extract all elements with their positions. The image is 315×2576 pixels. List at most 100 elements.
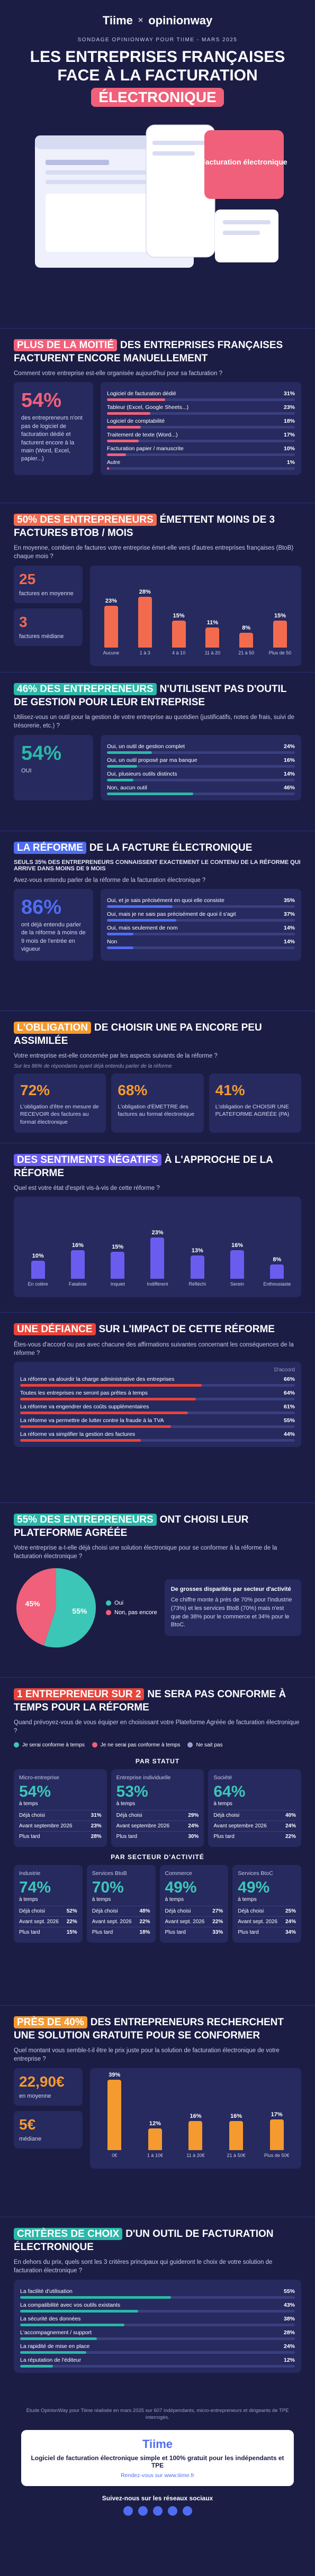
item-row: Non 14% bbox=[107, 939, 295, 945]
header: Tiime × opinionway SONDAGE OPINIONWAY PO… bbox=[0, 0, 315, 328]
row-label: Avant sept. 2026 bbox=[238, 1918, 278, 1925]
bar bbox=[190, 1255, 204, 1279]
bar bbox=[20, 2337, 97, 2340]
row-label: Avant sept. 2026 bbox=[19, 1918, 59, 1925]
column: 8% 21 à 50 bbox=[232, 625, 260, 661]
content: 22,90€ en moyenne 5€ médiane 39% 0€ 12% 1 à 10€… bbox=[14, 2068, 301, 2169]
social-icon[interactable] bbox=[123, 2506, 133, 2516]
card-stat: 70% bbox=[92, 1878, 124, 1896]
column: 23% Aucune bbox=[97, 598, 125, 661]
social-icon[interactable] bbox=[138, 2506, 148, 2516]
card-row: Plus tard 28% bbox=[19, 1831, 102, 1842]
bar-track bbox=[107, 792, 295, 795]
brand-logo: Tiime bbox=[102, 14, 133, 27]
legend-swatch bbox=[14, 1742, 19, 1748]
row-value: 24% bbox=[285, 1823, 296, 1829]
legend-label: Je ne serai pas conforme à temps bbox=[100, 1742, 181, 1748]
stats: 25 factures en moyenne 3 factures médiane bbox=[14, 565, 83, 666]
category-label: 4 à 10 bbox=[172, 650, 186, 656]
legend-item: Je ne serai pas conforme à temps bbox=[92, 1742, 181, 1748]
social-icons bbox=[21, 2506, 294, 2516]
card-name: Industrie bbox=[19, 1870, 41, 1877]
card-row: Déjà choisi 31% bbox=[19, 1809, 102, 1821]
bar bbox=[20, 2296, 172, 2299]
item-label: La réforme va alourdir la charge adminis… bbox=[20, 1376, 175, 1382]
social-icon[interactable] bbox=[152, 2506, 163, 2516]
invoice bbox=[215, 210, 278, 263]
item-row: Oui, un outil proposé par ma banque 16% bbox=[107, 757, 295, 763]
content: 55% 45% Oui Non, pas encore De grosses dispa… bbox=[14, 1565, 301, 1650]
category-label: Serein bbox=[230, 1281, 245, 1287]
heading-highlight: LA RÉFORME bbox=[14, 842, 86, 854]
card-row: Déjà choisi 52% bbox=[19, 1905, 77, 1916]
item-row: Oui, mais seulement de nom 14% bbox=[107, 925, 295, 931]
item-row: La rapidité de mise en place 24% bbox=[20, 2343, 295, 2350]
bar bbox=[31, 1261, 45, 1279]
stat-box: 3 factures médiane bbox=[14, 608, 83, 647]
row-value: 22% bbox=[66, 1918, 77, 1925]
stat-box: 54% des entrepreneurs n'ont pas de logici… bbox=[14, 382, 93, 476]
section: UNE DÉFIANCE SUR L'IMPACT DE CETTE RÉFORM… bbox=[0, 1312, 315, 1503]
group-title: PAR STATUT bbox=[135, 1757, 180, 1765]
row-value: 33% bbox=[212, 1929, 223, 1935]
social-icon[interactable] bbox=[182, 2506, 192, 2516]
item-label: La réforme va permettre de lutter contre… bbox=[20, 1417, 164, 1424]
item-row: Oui, et je sais précisément en quoi elle… bbox=[107, 897, 295, 904]
bar-track bbox=[107, 453, 295, 457]
item-label: Oui, plusieurs outils distincts bbox=[107, 770, 177, 777]
item-value: 18% bbox=[283, 418, 295, 425]
heading-highlight: DES SENTIMENTS NÉGATIFS bbox=[14, 1154, 161, 1166]
question: En dehors du prix, quels sont les 3 crit… bbox=[14, 2259, 273, 2274]
item-row: Tableur (Excel, Google Sheets...) 23% bbox=[107, 404, 295, 411]
item-value: 55% bbox=[283, 2288, 295, 2295]
heading-text: À L'APPROCHE DE LA RÉFORME bbox=[14, 1154, 273, 1179]
promo: Tiime Logiciel de facturation électroniq… bbox=[21, 2429, 294, 2486]
note-text: Ce chiffre monte à près de 70% pour l'in… bbox=[170, 1596, 292, 1628]
card-name: Entreprise individuelle bbox=[116, 1774, 171, 1781]
card-row: Avant sept. 2026 22% bbox=[19, 1916, 77, 1927]
link[interactable]: Rendez-vous sur www.tiime.fr bbox=[121, 2472, 194, 2479]
item-row: L'accompagnement / support 28% bbox=[20, 2329, 295, 2336]
card-stat: 49% bbox=[238, 1878, 270, 1896]
bar bbox=[20, 1397, 196, 1400]
card-row: Déjà choisi 29% bbox=[116, 1809, 199, 1821]
item-row: La réforme va alourdir la charge adminis… bbox=[20, 1376, 295, 1382]
bar-track bbox=[107, 467, 295, 470]
heading-text: D'UN OUTIL DE FACTURATION ÉLECTRONIQUE bbox=[14, 2228, 274, 2253]
row-label: Plus tard bbox=[92, 1929, 113, 1935]
bar bbox=[107, 792, 194, 795]
bar bbox=[20, 1425, 172, 1428]
social-icon[interactable] bbox=[167, 2506, 177, 2516]
card-name: Micro-entreprise bbox=[19, 1774, 59, 1781]
question: En moyenne, combien de factures votre en… bbox=[14, 545, 294, 560]
value-label: 15% bbox=[274, 612, 286, 619]
row-label: Avant sept. 2026 bbox=[92, 1918, 132, 1925]
item-label: Oui, et je sais précisément en quoi elle… bbox=[107, 897, 224, 904]
card-name: Commerce bbox=[165, 1870, 192, 1877]
sections: PLUS DE LA MOITIÉ DES ENTREPRISES FRANÇAI… bbox=[0, 328, 315, 2397]
row-value: 28% bbox=[91, 1833, 102, 1840]
bar bbox=[107, 751, 152, 754]
box-text: L'obligation de CHOISIR UNE PLATEFORME A… bbox=[215, 1103, 290, 1118]
section: PLUS DE LA MOITIÉ DES ENTREPRISES FRANÇAI… bbox=[0, 328, 315, 503]
question: Votre entreprise a-t-elle déjà choisi un… bbox=[14, 1545, 277, 1560]
subheading: SEULS 35% DES ENTREPRENEURS CONNAISSENT … bbox=[14, 859, 301, 872]
category-label: Plus de 50€ bbox=[264, 2152, 290, 2158]
row-value: 40% bbox=[285, 1812, 296, 1818]
row-label: Avant septembre 2026 bbox=[213, 1823, 267, 1829]
bar-track bbox=[20, 2323, 295, 2326]
category-label: Indifférent bbox=[147, 1281, 168, 1287]
bar bbox=[20, 2364, 53, 2368]
cards: Micro-entreprise 54% à temps Déjà choisi 31%… bbox=[14, 1769, 301, 1847]
card-row: Déjà choisi 48% bbox=[92, 1905, 150, 1916]
row-value: 30% bbox=[188, 1833, 199, 1840]
card-stat: 64% bbox=[213, 1782, 246, 1800]
item-value: 44% bbox=[283, 1431, 295, 1437]
row-label: Déjà choisi bbox=[116, 1812, 142, 1818]
column-chart: 23% Aucune 28% 1 à 3 15% 4 à 10 11% 11 à 20 8% 21… bbox=[90, 565, 301, 666]
item-value: 23% bbox=[283, 404, 295, 411]
box: 68% L'obligation d'ÉMETTRE des factures a… bbox=[111, 1073, 204, 1133]
card-caption: à temps bbox=[19, 1896, 38, 1903]
category-label: En colère bbox=[28, 1281, 48, 1287]
